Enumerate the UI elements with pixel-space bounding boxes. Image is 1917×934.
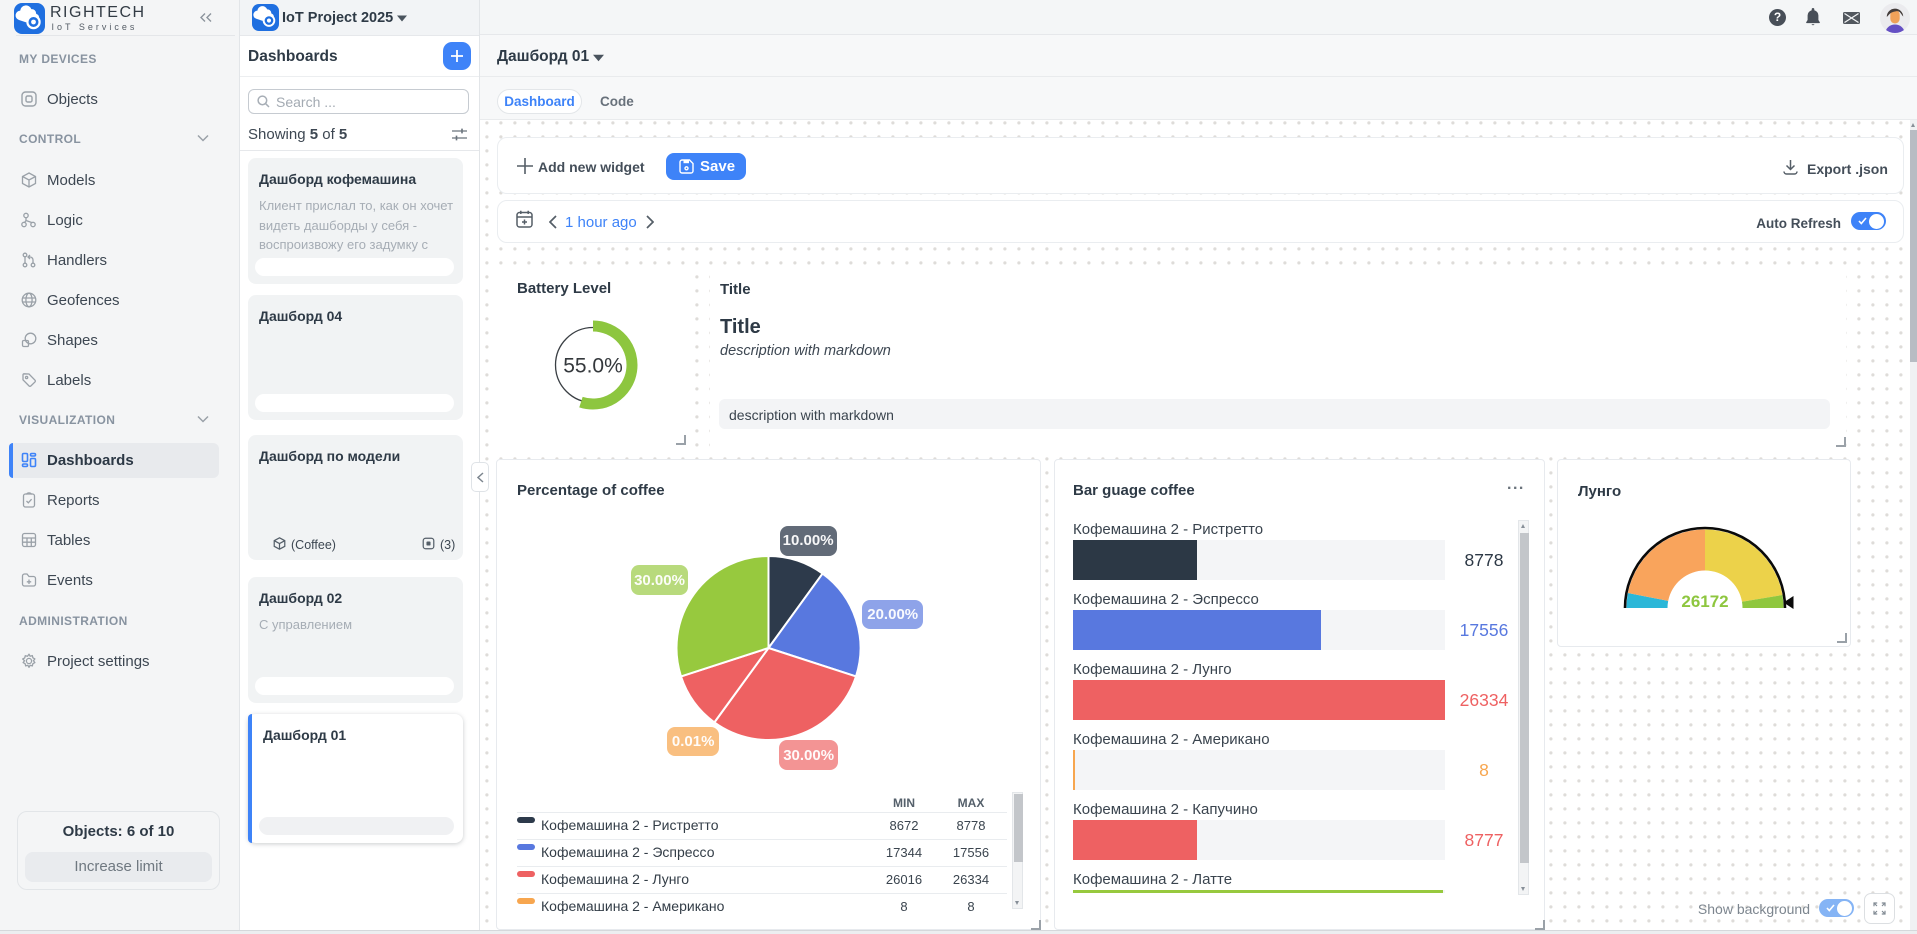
svg-text:26172: 26172 <box>1681 592 1728 611</box>
svg-text:55.0%: 55.0% <box>563 355 623 378</box>
